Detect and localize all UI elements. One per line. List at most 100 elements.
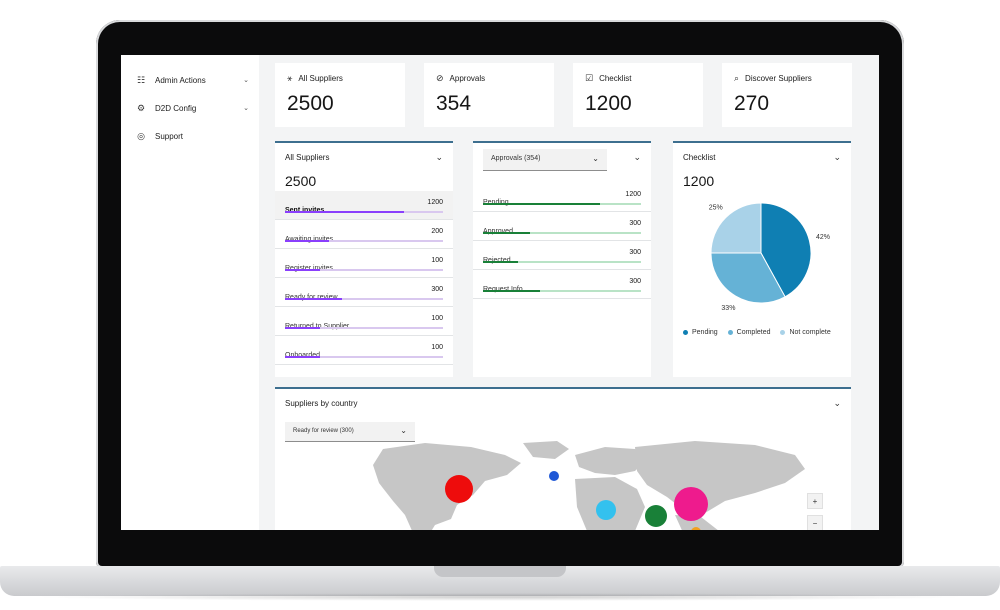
pie-slice-completed[interactable]: [710, 252, 786, 304]
bar-label: Returned to Supplier: [285, 323, 349, 330]
bar-value: 300: [629, 249, 641, 256]
kpi-checklist[interactable]: ☑ Checklist 1200: [573, 63, 703, 127]
bar-track: [285, 298, 443, 300]
bar-label: Register invites: [285, 265, 333, 272]
select-value: Approvals (354): [491, 155, 541, 162]
sidebar-item-label: D2D Config: [155, 103, 197, 113]
bar-label: Rejected: [483, 257, 511, 264]
bar-track: [483, 261, 641, 263]
approvals-select[interactable]: Approvals (354) ⌄: [483, 149, 607, 171]
checklist-card: Checklist ⌄ 1200 42% 33% 25% Pending Compl…: [673, 141, 851, 377]
kpi-title: Approvals: [449, 74, 486, 83]
bar-fill: [483, 203, 600, 205]
chevron-down-icon: ⌄: [243, 77, 249, 84]
bar-value: 100: [431, 315, 443, 322]
bar-value: 300: [629, 220, 641, 227]
kpi-title: Discover Suppliers: [745, 74, 812, 83]
kpi-title: Checklist: [599, 74, 632, 83]
bar-row[interactable]: Onboarded 100: [275, 336, 453, 365]
bubble-north-america[interactable]: [445, 475, 473, 503]
card-title: Suppliers by country: [285, 399, 358, 408]
sidebar: ☷ Admin Actions ⌄ ⚙ D2D Config ⌄ ◎ Suppo…: [121, 55, 259, 530]
bar-label: Onboarded: [285, 352, 320, 359]
bar-fill: [285, 356, 320, 358]
suppliers-card: All Suppliers ⌄ 2500 Sent invites 1200 Awa…: [275, 141, 453, 377]
bar-row[interactable]: Request Info 300: [473, 270, 651, 299]
bar-row[interactable]: Returned to Supplier 100: [275, 307, 453, 336]
bar-value: 1200: [427, 199, 443, 206]
pie-slice-pending[interactable]: [760, 202, 812, 298]
bar-track: [285, 240, 443, 242]
bar-row[interactable]: Sent invites 1200: [275, 191, 453, 220]
suppliers-map-card: Suppliers by country ⌄ Ready for review …: [275, 387, 851, 530]
chevron-down-icon[interactable]: ⌄: [435, 152, 443, 162]
supplier-bar-list: Sent invites 1200 Awaiting invites 200 Regis…: [275, 191, 453, 365]
kpi-value: 1200: [585, 92, 632, 115]
sidebar-item-admin-actions[interactable]: ☷ Admin Actions ⌄: [135, 71, 251, 89]
checklist-pie-chart: 42% 33% 25%: [709, 202, 830, 312]
discover-icon: ⌕: [734, 73, 740, 83]
legend-item: Pending: [683, 329, 718, 336]
pie-label: 42%: [816, 234, 830, 241]
chevron-down-icon[interactable]: ⌄: [833, 398, 841, 408]
main-content: ⚹ All Suppliers 2500 ⊘ Approvals 354 ☑ Chec…: [267, 55, 879, 530]
bar-row[interactable]: Approved 300: [473, 212, 651, 241]
sidebar-item-label: Support: [155, 131, 184, 141]
bar-row[interactable]: Rejected 300: [473, 241, 651, 270]
bar-track: [285, 327, 443, 329]
kpi-all-suppliers[interactable]: ⚹ All Suppliers 2500: [275, 63, 405, 127]
kpi-discover-suppliers[interactable]: ⌕ Discover Suppliers 270: [722, 63, 852, 127]
bar-value: 200: [431, 228, 443, 235]
zoom-in-button[interactable]: +: [807, 493, 823, 509]
approvals-card: Approvals (354) ⌄ ⌄ Pending 1200 Approved 3…: [473, 141, 651, 377]
zoom-out-button[interactable]: −: [807, 515, 823, 530]
bubble-europe[interactable]: [549, 471, 559, 481]
bubble-india[interactable]: [645, 505, 667, 527]
bar-value: 100: [431, 257, 443, 264]
chevron-down-icon[interactable]: ⌄: [833, 152, 841, 162]
chevron-down-icon[interactable]: ⌄: [633, 152, 641, 162]
laptop-shadow: [30, 593, 970, 601]
legend-item: Completed: [727, 329, 771, 336]
bar-label: Sent invites: [285, 207, 324, 214]
bar-track: [483, 203, 641, 205]
bar-row[interactable]: Pending 1200: [473, 183, 651, 212]
app-screen: ☷ Admin Actions ⌄ ⚙ D2D Config ⌄ ◎ Suppo…: [121, 55, 879, 530]
bar-row[interactable]: Ready for review 300: [275, 278, 453, 307]
bar-label: Request Info: [483, 286, 523, 293]
sidebar-item-support[interactable]: ◎ Support: [135, 127, 251, 145]
bar-label: Ready for review: [285, 294, 338, 301]
bar-fill: [285, 327, 320, 329]
approvals-icon: ⊘: [436, 73, 444, 83]
laptop-notch: [434, 566, 566, 577]
kpi-title: All Suppliers: [298, 74, 343, 83]
sidebar-item-d2d-config[interactable]: ⚙ D2D Config ⌄: [135, 99, 251, 117]
card-value: 1200: [683, 173, 715, 189]
checklist-icon: ☑: [585, 73, 594, 83]
kpi-value: 270: [734, 92, 770, 115]
bar-label: Pending: [483, 199, 509, 206]
bar-fill: [285, 240, 330, 242]
bar-track: [285, 211, 443, 213]
europe-shape: [575, 447, 647, 475]
world-map[interactable]: [275, 441, 851, 530]
bar-row[interactable]: Awaiting invites 200: [275, 220, 453, 249]
bar-track: [285, 356, 443, 358]
bubble-southeast-asia[interactable]: [691, 527, 701, 530]
config-icon: ⚙: [136, 102, 146, 113]
bar-value: 300: [431, 286, 443, 293]
legend-item: Not complete: [780, 329, 831, 336]
bar-fill: [285, 269, 320, 271]
select-value: Ready for review (300): [293, 428, 354, 434]
asia-shape: [635, 441, 805, 513]
bubble-east-asia[interactable]: [674, 487, 708, 521]
bar-track: [483, 232, 641, 234]
map-filter-select[interactable]: Ready for review (300) ⌄: [285, 422, 415, 442]
kpi-approvals[interactable]: ⊘ Approvals 354: [424, 63, 554, 127]
bar-row[interactable]: Register invites 100: [275, 249, 453, 278]
bubble-middle-east[interactable]: [596, 500, 616, 520]
bar-fill: [285, 211, 404, 213]
bar-fill: [285, 298, 342, 300]
pie-slice-not-complete[interactable]: [710, 202, 762, 254]
card-title: Checklist: [683, 153, 716, 162]
